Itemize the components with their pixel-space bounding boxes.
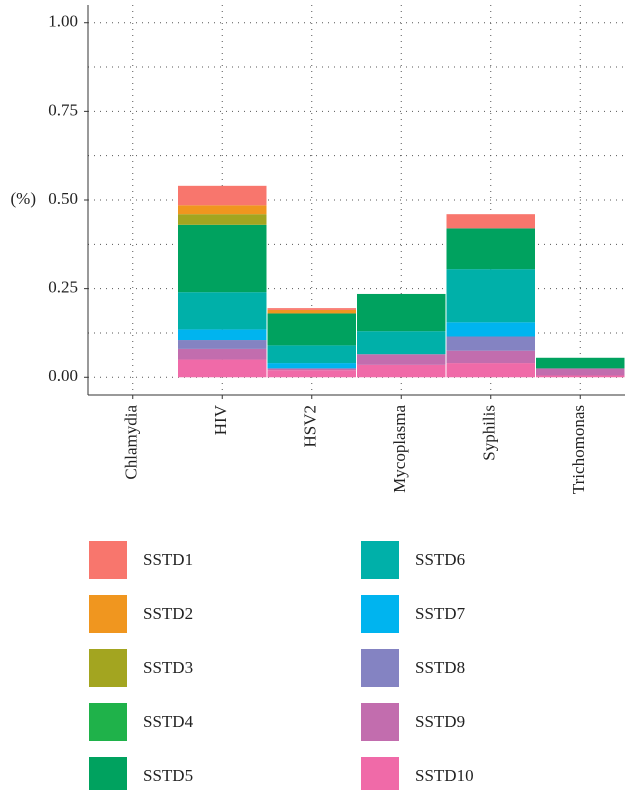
- x-tick-label: Trichomonas: [569, 405, 588, 494]
- legend-swatch: [89, 649, 127, 687]
- bar-segment: [357, 293, 446, 332]
- legend-swatch: [89, 703, 127, 741]
- bar-segment: [446, 363, 535, 378]
- x-tick-label: Syphilis: [480, 405, 499, 461]
- y-tick-label: 0.25: [48, 278, 78, 297]
- bar-segment: [446, 269, 535, 323]
- legend-swatch: [89, 541, 127, 579]
- bar-segment: [267, 368, 356, 371]
- legend-label: SSTD6: [415, 550, 465, 569]
- legend-label: SSTD5: [143, 766, 193, 785]
- legend-label: SSTD7: [415, 604, 466, 623]
- bar-segment: [178, 348, 267, 360]
- legend-label: SSTD9: [415, 712, 465, 731]
- y-tick-label: 0.50: [48, 189, 78, 208]
- y-tick-label: 0.00: [48, 366, 78, 385]
- y-tick-label: 1.00: [48, 12, 78, 31]
- bar-segment: [446, 214, 535, 229]
- legend-swatch: [361, 757, 399, 790]
- bar-segment: [178, 224, 267, 293]
- bar-segment: [178, 185, 267, 206]
- legend-swatch: [361, 649, 399, 687]
- bar-segment: [267, 370, 356, 378]
- bar-segment: [446, 350, 535, 364]
- bar-segment: [357, 331, 446, 355]
- legend-label: SSTD8: [415, 658, 465, 677]
- bar-segment: [536, 375, 625, 378]
- bar-segment: [267, 308, 356, 310]
- x-tick-label: HSV2: [301, 405, 320, 448]
- legend-label: SSTD10: [415, 766, 474, 785]
- legend-swatch: [89, 757, 127, 790]
- bar-segment: [536, 368, 625, 376]
- bar-segment: [267, 309, 356, 314]
- bar-segment: [178, 214, 267, 225]
- legend-label: SSTD1: [143, 550, 193, 569]
- legend-swatch: [361, 541, 399, 579]
- y-axis-label: (%): [11, 189, 36, 208]
- legend-label: SSTD3: [143, 658, 193, 677]
- x-tick-label: Chlamydia: [122, 405, 141, 480]
- bar-segment: [267, 345, 356, 364]
- bar-segment: [267, 313, 356, 346]
- bar-segment: [446, 228, 535, 270]
- legend-swatch: [89, 595, 127, 633]
- x-tick-label: HIV: [211, 404, 230, 435]
- legend-label: SSTD2: [143, 604, 193, 623]
- bar-segment: [446, 322, 535, 337]
- bar-segment: [357, 364, 446, 378]
- bar-segment: [536, 357, 625, 369]
- bar-segment: [446, 336, 535, 351]
- bar-segment: [178, 292, 267, 330]
- bar-segment: [267, 363, 356, 369]
- x-tick-label: Mycoplasma: [390, 405, 409, 493]
- bar-segment: [357, 354, 446, 365]
- legend-swatch: [361, 595, 399, 633]
- bar-segment: [178, 329, 267, 341]
- y-tick-label: 0.75: [48, 100, 78, 119]
- bar-segment: [178, 340, 267, 349]
- legend-label: SSTD4: [143, 712, 194, 731]
- legend-swatch: [361, 703, 399, 741]
- bar-segment: [178, 359, 267, 378]
- bar-segment: [178, 205, 267, 215]
